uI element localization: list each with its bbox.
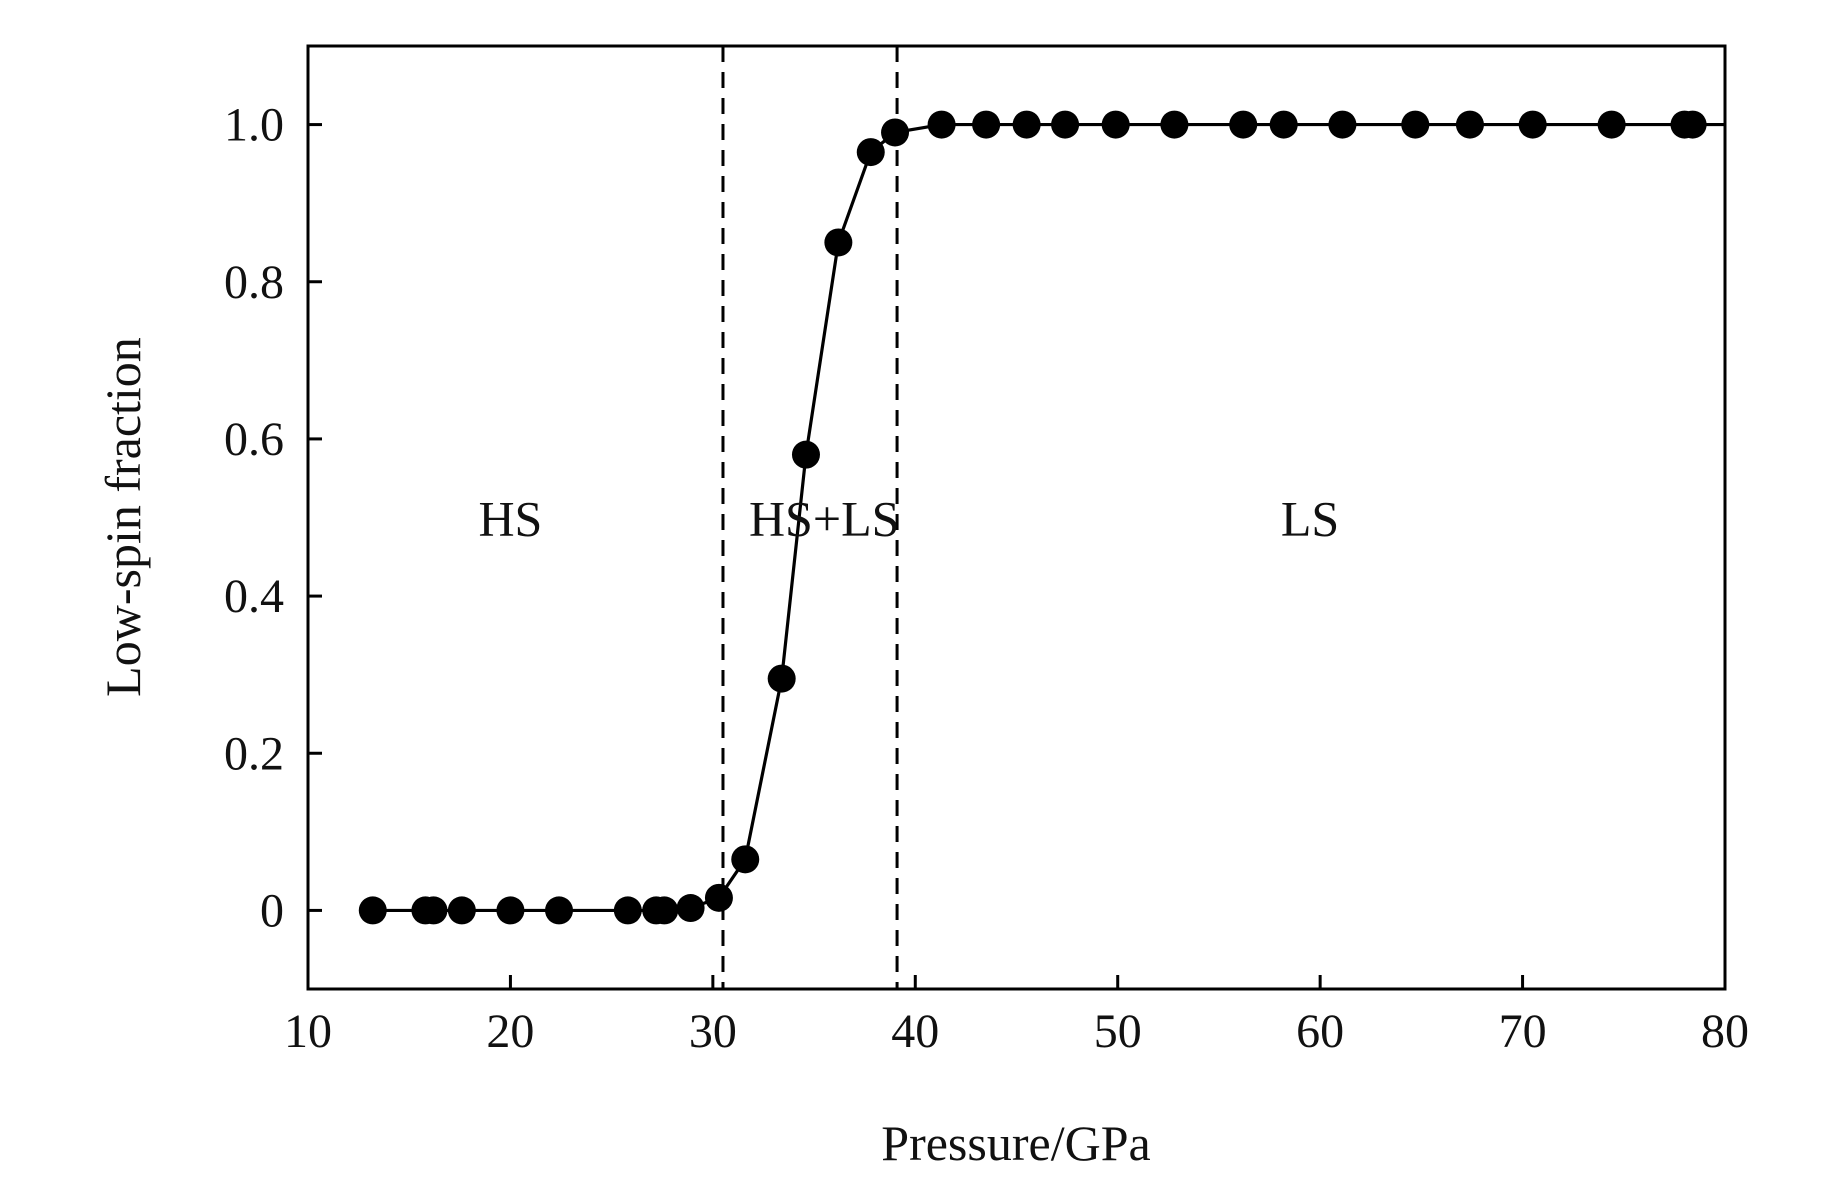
data-point [1229, 110, 1258, 139]
y-tick-label: 0 [260, 884, 284, 937]
series-line [372, 122, 1725, 913]
series-layer [358, 110, 1725, 925]
x-tick-label: 80 [1701, 1005, 1749, 1058]
axis-ticks [306, 123, 1727, 989]
data-point [1455, 110, 1484, 139]
data-point [447, 896, 476, 925]
x-tick-label: 30 [689, 1005, 737, 1058]
data-point [881, 118, 910, 147]
data-point [1597, 110, 1626, 139]
data-point [545, 896, 574, 925]
data-point [927, 110, 956, 139]
data-point [650, 896, 679, 925]
y-tick-label: 0.4 [224, 570, 284, 623]
x-tick-label: 10 [284, 1005, 332, 1058]
data-point [767, 664, 796, 693]
x-tick-label: 20 [486, 1005, 534, 1058]
x-tick-label: 60 [1296, 1005, 1344, 1058]
data-point [613, 896, 642, 925]
data-point [731, 845, 760, 874]
data-point [676, 894, 705, 923]
data-point [496, 896, 525, 925]
x-tick-label: 50 [1094, 1005, 1142, 1058]
data-point [1051, 110, 1080, 139]
data-point [824, 228, 853, 257]
y-axis-label: Low-spin fraction [95, 337, 151, 697]
tick-labels: 10 20 30 40 50 60 70 80 0 0.2 0.4 0.6 0.8 1.0 [224, 99, 1749, 1058]
y-tick-label: 1.0 [224, 99, 284, 152]
data-point [1160, 110, 1189, 139]
data-point [358, 896, 387, 925]
x-tick-label: 70 [1499, 1005, 1547, 1058]
annotations: HS HS+LS LS [478, 491, 1339, 547]
region-label: LS [1281, 491, 1339, 547]
data-point [1328, 110, 1357, 139]
data-point [1101, 110, 1130, 139]
data-point [704, 883, 733, 912]
data-point [1012, 110, 1041, 139]
x-tick-label: 40 [891, 1005, 939, 1058]
data-point [972, 110, 1001, 139]
data-point [1269, 110, 1298, 139]
region-label: HS [478, 491, 542, 547]
y-tick-label: 0.2 [224, 727, 284, 780]
data-point [856, 138, 885, 167]
x-axis-label: Pressure/GPa [881, 1115, 1150, 1171]
reference-lines [721, 46, 899, 989]
plot-frame [306, 44, 1727, 991]
data-point [791, 440, 820, 469]
region-label: HS+LS [749, 491, 899, 547]
data-point [1401, 110, 1430, 139]
data-point [1518, 110, 1547, 139]
data-point [1678, 110, 1707, 139]
y-tick-label: 0.8 [224, 256, 284, 309]
data-point [419, 896, 448, 925]
y-tick-label: 0.6 [224, 413, 284, 466]
